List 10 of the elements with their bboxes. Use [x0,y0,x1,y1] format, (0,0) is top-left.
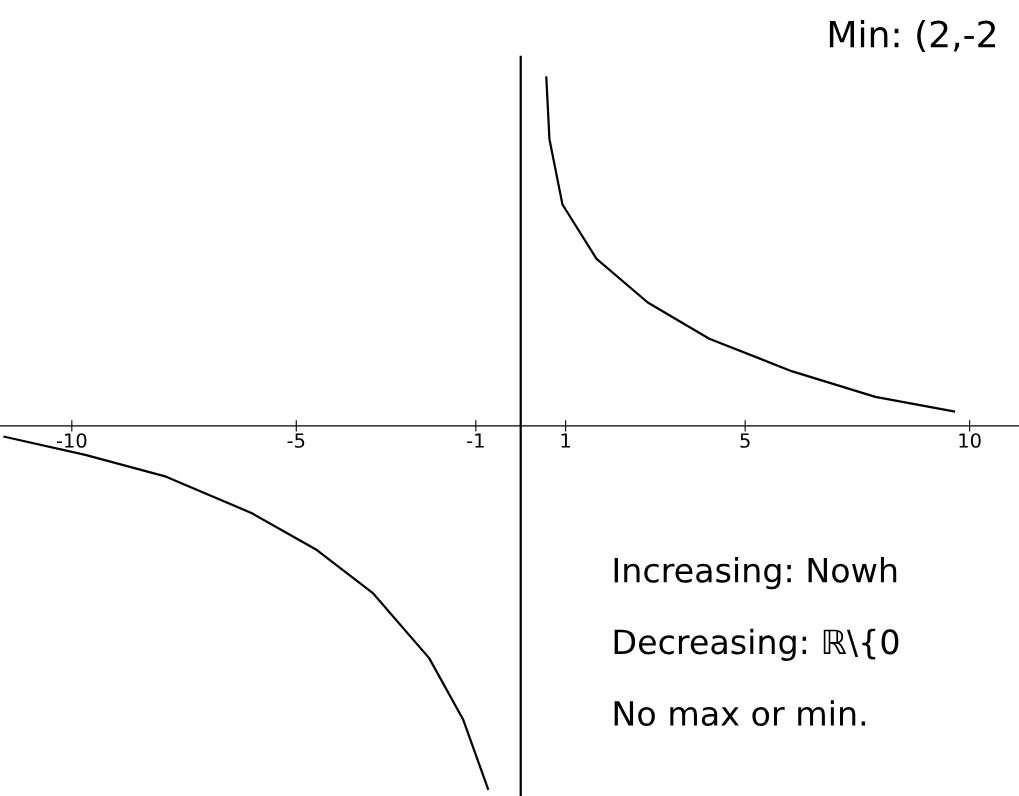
x-tick-label: -5 [287,433,305,448]
x-tick-label: -10 [56,433,87,448]
annotation: No max or min. [614,700,866,727]
chart-title: Min: (2,-2 [829,19,996,53]
annotation: Decreasing: ℝ\{0 [614,628,899,661]
annotation: Increasing: Nowh [614,556,897,590]
x-tick-label: -1 [467,433,484,448]
x-tick-label: 5 [740,433,750,448]
x-tick-label: 1 [561,433,570,448]
x-tick-label: 10 [959,433,981,448]
